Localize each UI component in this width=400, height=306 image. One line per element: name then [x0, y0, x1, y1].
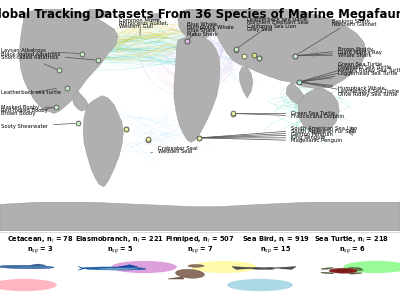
Ellipse shape — [252, 267, 276, 270]
Ellipse shape — [82, 267, 146, 270]
Text: Hawksbill Sea Turtle: Hawksbill Sea Turtle — [302, 65, 391, 81]
Text: Leatherback sea turtle: Leatherback sea turtle — [1, 88, 61, 95]
Text: Loggerhead Sea Turtle: Loggerhead Sea Turtle — [302, 71, 397, 82]
Ellipse shape — [16, 266, 52, 268]
Polygon shape — [148, 13, 162, 20]
Circle shape — [111, 261, 177, 273]
Circle shape — [0, 279, 57, 291]
Ellipse shape — [188, 265, 204, 267]
Ellipse shape — [355, 269, 363, 271]
Text: South American Fur Seal: South American Fur Seal — [202, 129, 356, 138]
Text: Northern Elephant Seal: Northern Elephant Seal — [247, 21, 309, 25]
Ellipse shape — [98, 268, 138, 270]
Text: Laysan Albatross: Laysan Albatross — [1, 48, 79, 54]
Ellipse shape — [344, 270, 350, 271]
Text: Weddell Seal: Weddell Seal — [158, 149, 192, 154]
Polygon shape — [298, 89, 339, 133]
Polygon shape — [30, 264, 46, 265]
Text: Masked Booby: Masked Booby — [1, 105, 53, 110]
Text: Black-footed Albatross: Black-footed Albatross — [1, 52, 95, 60]
Polygon shape — [196, 9, 366, 89]
Text: Magellanic Penguin: Magellanic Penguin — [202, 138, 342, 144]
Text: Grey Seal: Grey Seal — [247, 27, 273, 32]
Text: n$_{sp}$ = 3: n$_{sp}$ = 3 — [27, 244, 53, 256]
Polygon shape — [311, 47, 317, 58]
Polygon shape — [349, 127, 354, 136]
Polygon shape — [118, 265, 138, 267]
Text: Common Murre,: Common Murre, — [119, 17, 162, 35]
Text: Western Gull: Western Gull — [119, 24, 153, 28]
Ellipse shape — [348, 273, 362, 274]
Ellipse shape — [329, 268, 357, 273]
Text: Elasmobranch, n$_i$ = 221: Elasmobranch, n$_i$ = 221 — [76, 235, 164, 245]
Text: Humpback Whale: Humpback Whale — [187, 25, 234, 30]
Polygon shape — [0, 202, 400, 231]
Text: Red-footed Booby: Red-footed Booby — [1, 107, 53, 113]
Ellipse shape — [321, 272, 334, 274]
Polygon shape — [286, 82, 304, 105]
Text: Franciscana Dolphin: Franciscana Dolphin — [236, 114, 344, 119]
Polygon shape — [168, 277, 184, 279]
Text: Basking Shark: Basking Shark — [298, 19, 370, 54]
Ellipse shape — [321, 268, 334, 269]
Polygon shape — [174, 36, 220, 142]
Text: South American Sea Lion: South American Sea Lion — [202, 126, 358, 138]
Polygon shape — [78, 266, 84, 271]
Text: Green Sea Turtle: Green Sea Turtle — [302, 62, 382, 81]
Text: Gentoo Penguin: Gentoo Penguin — [202, 132, 333, 138]
Ellipse shape — [176, 269, 204, 278]
Text: Blue Shark: Blue Shark — [187, 28, 216, 33]
Text: Rhinoceros Auklet,: Rhinoceros Auklet, — [119, 21, 168, 25]
Text: Brown Noddy: Brown Noddy — [298, 47, 373, 55]
Text: n$_{sp}$ = 7: n$_{sp}$ = 7 — [187, 244, 213, 256]
Ellipse shape — [0, 265, 54, 269]
Ellipse shape — [336, 270, 342, 271]
Circle shape — [227, 279, 293, 291]
Polygon shape — [179, 22, 185, 32]
Text: Sea Bird, n$_i$ = 919: Sea Bird, n$_i$ = 919 — [242, 235, 310, 245]
Ellipse shape — [340, 271, 346, 272]
Text: Olive Ridley Sea Turtle: Olive Ridley Sea Turtle — [302, 82, 398, 97]
Text: Sea Turtle, n$_i$ = 218: Sea Turtle, n$_i$ = 218 — [314, 235, 390, 245]
Text: Whale Shark: Whale Shark — [298, 53, 372, 58]
Ellipse shape — [348, 267, 362, 269]
Polygon shape — [266, 267, 296, 269]
Text: Mako Shark: Mako Shark — [187, 32, 218, 36]
Text: Humpback Whale: Humpback Whale — [302, 82, 385, 91]
Text: Crabeater Seal: Crabeater Seal — [151, 146, 198, 153]
Text: Kemp's Ridley Sea Turtle: Kemp's Ridley Sea Turtle — [302, 68, 400, 81]
Polygon shape — [19, 9, 118, 114]
Ellipse shape — [346, 271, 352, 272]
Text: Cetacean, n$_i$ = 78: Cetacean, n$_i$ = 78 — [7, 235, 73, 245]
Ellipse shape — [273, 267, 281, 269]
Text: Pinniped, n$_i$ = 507: Pinniped, n$_i$ = 507 — [165, 235, 235, 245]
Polygon shape — [86, 9, 110, 18]
Circle shape — [343, 261, 400, 273]
Text: Global Tracking Datasets From 36 Species of Marine Megafauna: Global Tracking Datasets From 36 Species… — [0, 8, 400, 21]
Text: n$_{sp}$ = 15: n$_{sp}$ = 15 — [260, 244, 292, 256]
Text: Leatherback sea turtle: Leatherback sea turtle — [238, 17, 307, 47]
Text: California Sea Lion: California Sea Lion — [247, 24, 296, 28]
Polygon shape — [83, 96, 123, 187]
Text: King Penguin: King Penguin — [202, 135, 326, 140]
Polygon shape — [73, 91, 88, 111]
Ellipse shape — [334, 271, 340, 272]
Text: Giant Manta Ray: Giant Manta Ray — [298, 50, 382, 56]
Text: Northern Gannet: Northern Gannet — [332, 22, 376, 27]
Text: Brown Booby: Brown Booby — [1, 108, 53, 116]
Polygon shape — [232, 267, 262, 269]
Text: n$_{sp}$ = 6: n$_{sp}$ = 6 — [339, 244, 365, 256]
Polygon shape — [178, 9, 219, 40]
Text: Green Sea Turtle: Green Sea Turtle — [236, 111, 335, 116]
Text: n$_{sp}$ = 5: n$_{sp}$ = 5 — [107, 244, 133, 256]
Text: Leatherback Sea Turtle: Leatherback Sea Turtle — [302, 82, 399, 94]
Text: Short-tailed Albatross: Short-tailed Albatross — [1, 55, 58, 69]
Text: Blue Whale: Blue Whale — [187, 22, 217, 39]
Polygon shape — [239, 67, 253, 98]
Circle shape — [191, 261, 257, 273]
Text: Sooty Shearwater: Sooty Shearwater — [1, 123, 75, 129]
